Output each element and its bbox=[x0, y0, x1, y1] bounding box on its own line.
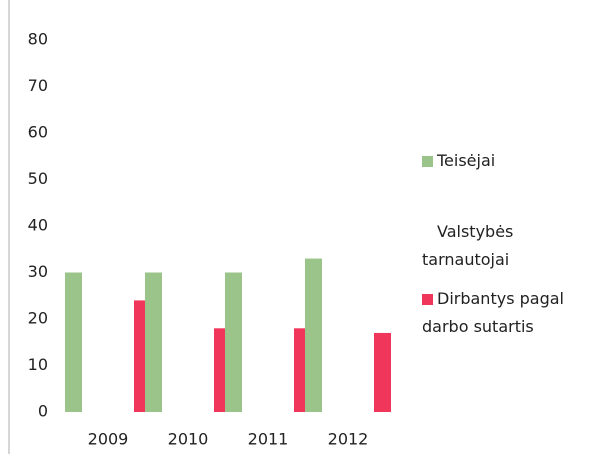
y-tick-label: 30 bbox=[28, 262, 48, 281]
legend-swatch bbox=[422, 227, 433, 238]
legend-item: Dirbantys pagal darbo sutartis bbox=[422, 285, 587, 341]
legend-swatch bbox=[422, 294, 433, 305]
legend-label: Teisėjai bbox=[437, 151, 496, 170]
y-tick-label: 10 bbox=[28, 355, 48, 374]
bar bbox=[145, 272, 162, 412]
y-tick-label: 40 bbox=[28, 216, 48, 235]
x-tick-label: 2012 bbox=[328, 430, 369, 449]
y-tick-label: 60 bbox=[28, 123, 48, 142]
legend-label: Valstybės tarnautojai bbox=[422, 222, 514, 269]
bar bbox=[305, 258, 322, 412]
legend-label: Dirbantys pagal darbo sutartis bbox=[422, 289, 564, 336]
x-tick-label: 2009 bbox=[88, 430, 129, 449]
bar bbox=[374, 332, 391, 412]
y-tick-label: 0 bbox=[38, 402, 48, 421]
y-tick-label: 80 bbox=[28, 30, 48, 49]
x-tick-label: 2010 bbox=[168, 430, 209, 449]
y-tick-label: 70 bbox=[28, 76, 48, 95]
bar bbox=[225, 272, 242, 412]
y-tick-label: 20 bbox=[28, 309, 48, 328]
y-tick-label: 50 bbox=[28, 169, 48, 188]
legend-item: Valstybės tarnautojai bbox=[422, 218, 587, 274]
bar bbox=[65, 272, 82, 412]
x-tick-label: 2011 bbox=[248, 430, 289, 449]
legend-swatch bbox=[422, 156, 433, 167]
legend-item: Teisėjai bbox=[422, 147, 587, 175]
